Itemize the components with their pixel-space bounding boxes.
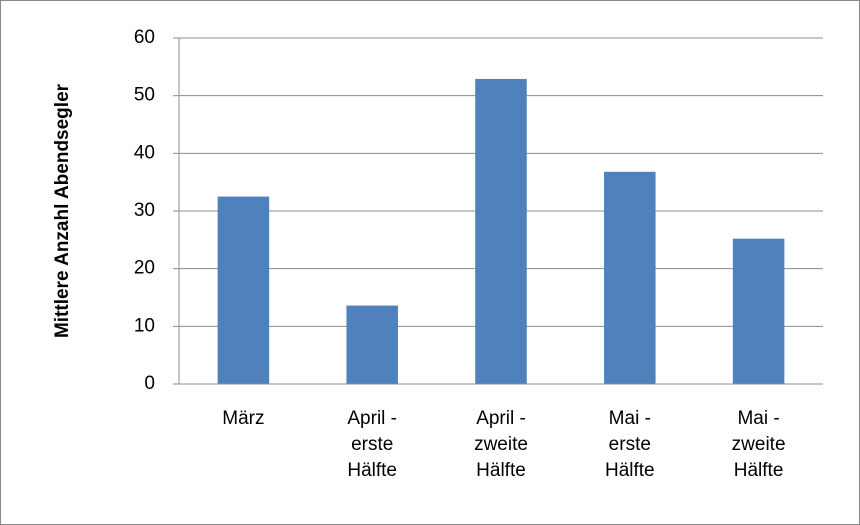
y-tick-label: 60 (134, 27, 155, 48)
bar (475, 78, 527, 385)
y-tick-label: 20 (134, 258, 155, 279)
bar (732, 238, 785, 384)
y-tick-label: 0 (144, 373, 155, 394)
x-tick-label: März (222, 408, 265, 429)
bar (346, 305, 398, 384)
x-tick-label: Mai - zweite Hälfte (731, 408, 786, 481)
x-tick-label: April - zweite Hälfte (474, 408, 528, 481)
y-tick-label: 50 (134, 85, 155, 106)
bar (604, 171, 656, 384)
y-tick-label: 30 (134, 200, 155, 221)
x-tick-label: Mai - erste Hälfte (604, 408, 655, 481)
y-axis-label: Mittlere Anzahl Abendsegler (52, 83, 73, 338)
x-tick-label: April - erste Hälfte (347, 408, 397, 481)
y-tick-label: 10 (134, 315, 155, 336)
bar (217, 196, 270, 384)
y-tick-label: 40 (134, 142, 155, 163)
